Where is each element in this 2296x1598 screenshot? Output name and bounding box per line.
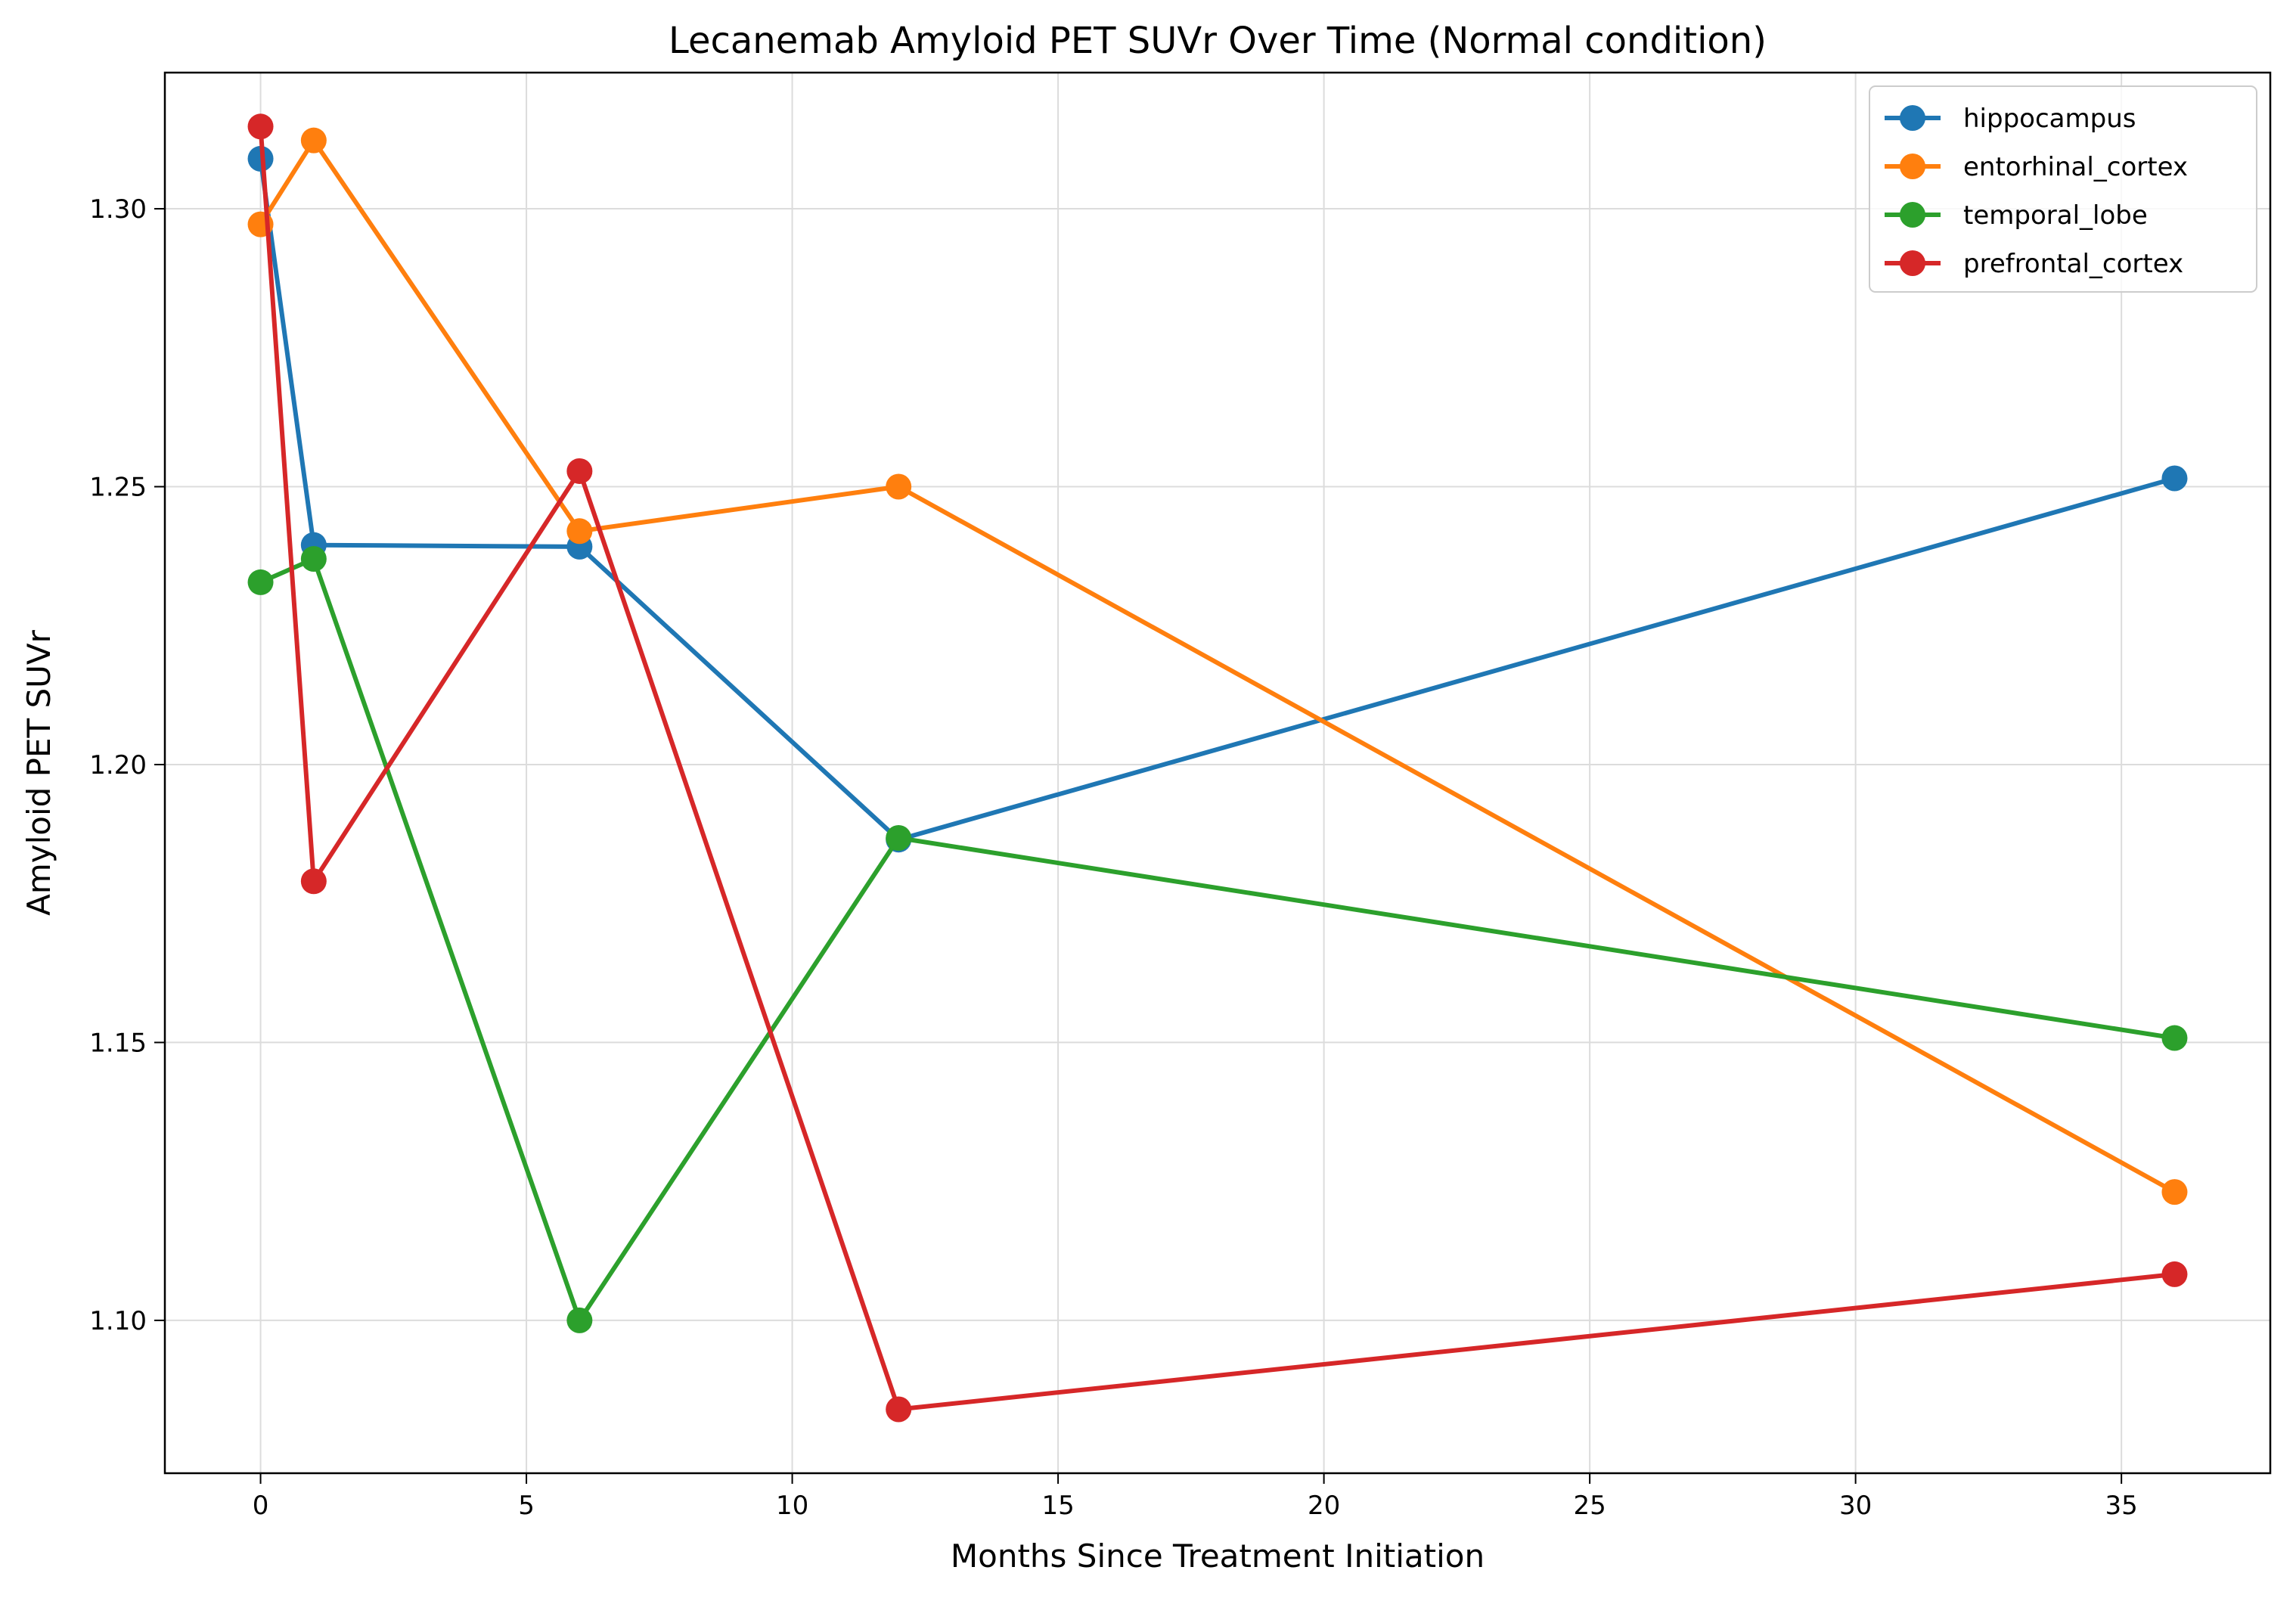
y-tick-label: 1.10 xyxy=(89,1306,147,1336)
y-tick-label: 1.30 xyxy=(89,194,147,225)
legend-label: prefrontal_cortex xyxy=(1963,249,2183,279)
data-point xyxy=(300,868,327,895)
data-point xyxy=(247,569,274,595)
x-tick-label: 15 xyxy=(1041,1491,1074,1521)
plot-frame xyxy=(163,71,2272,1475)
legend-item: temporal_lobe xyxy=(1885,200,2148,231)
data-point xyxy=(2161,1261,2188,1287)
x-tick-label: 25 xyxy=(1573,1491,1606,1521)
legend-box xyxy=(1869,85,2257,293)
data-point xyxy=(2161,465,2188,492)
x-tick-label: 0 xyxy=(253,1491,269,1521)
series-entorhinal_cortex xyxy=(247,127,2188,1205)
data-point xyxy=(2161,1179,2188,1205)
x-tick-label: 5 xyxy=(518,1491,535,1521)
legend-swatch-marker xyxy=(1900,105,1925,131)
legend-swatch-marker xyxy=(1900,202,1925,228)
data-point xyxy=(566,1307,593,1333)
y-tick-label: 1.20 xyxy=(89,750,147,780)
series-group xyxy=(247,113,2188,1423)
legend-item: entorhinal_cortex xyxy=(1885,152,2188,182)
x-tick-label: 35 xyxy=(2105,1491,2138,1521)
grid-lines xyxy=(165,73,2270,1473)
chart-title: Lecanemab Amyloid PET SUVr Over Time (No… xyxy=(669,20,1767,62)
x-axis-label: Months Since Treatment Initiation xyxy=(951,1537,1485,1575)
y-tick-label: 1.25 xyxy=(89,473,147,503)
data-point xyxy=(886,1396,912,1423)
data-point xyxy=(300,546,327,572)
legend-item: prefrontal_cortex xyxy=(1885,249,2183,279)
data-point xyxy=(300,127,327,154)
y-axis-ticks: 1.10 1.15 1.20 1.25 1.30 xyxy=(89,194,165,1336)
legend: hippocampus entorhinal_cortex temporal_lob… xyxy=(1869,85,2257,293)
legend-swatch-marker xyxy=(1900,154,1925,179)
x-tick-label: 20 xyxy=(1308,1491,1340,1521)
data-point xyxy=(247,113,274,140)
x-axis-ticks: 0 5 10 15 20 25 30 35 xyxy=(253,1473,2138,1521)
data-point xyxy=(2161,1025,2188,1051)
y-tick-label: 1.15 xyxy=(89,1028,147,1058)
legend-item: hippocampus xyxy=(1885,104,2136,134)
legend-label: entorhinal_cortex xyxy=(1963,152,2188,182)
data-point xyxy=(566,518,593,545)
legend-swatch-marker xyxy=(1900,250,1925,276)
legend-label: hippocampus xyxy=(1963,104,2136,134)
data-point xyxy=(886,473,912,500)
data-point xyxy=(886,824,912,851)
data-point xyxy=(566,458,593,484)
x-tick-label: 10 xyxy=(776,1491,808,1521)
x-tick-label: 30 xyxy=(1839,1491,1872,1521)
series-temporal_lobe xyxy=(247,546,2188,1333)
series-prefrontal_cortex xyxy=(247,113,2188,1423)
legend-label: temporal_lobe xyxy=(1963,200,2148,231)
y-axis-label: Amyloid PET SUVr xyxy=(20,629,57,916)
